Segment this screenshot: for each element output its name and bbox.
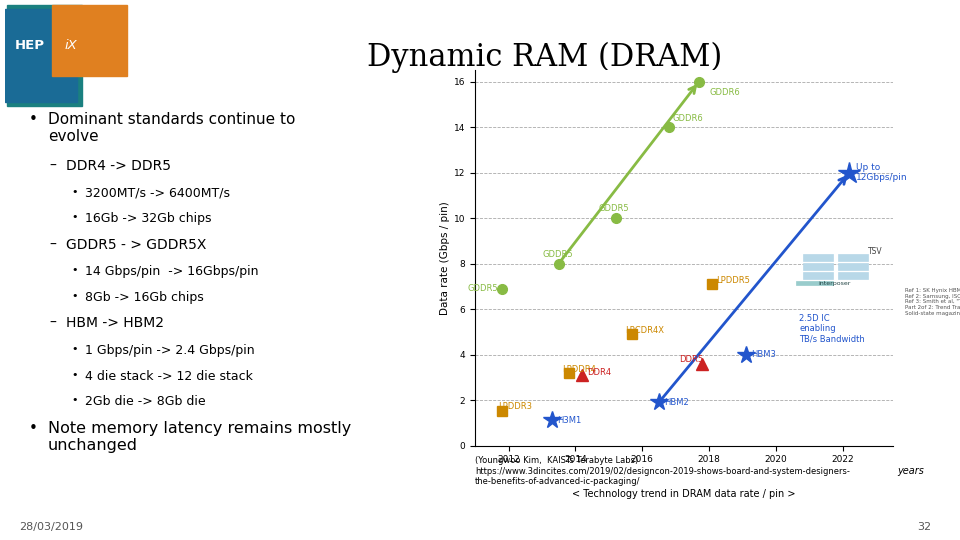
Text: (Youngwoo Kim,  KAISTs Terabyte Labs)
https://www.3dincites.com/2019/02/designco: (Youngwoo Kim, KAISTs Terabyte Labs) htt… [475, 456, 850, 486]
Bar [5, 9, 77, 102]
Text: GDDR6: GDDR6 [672, 113, 703, 123]
Text: GDDR5: GDDR5 [468, 284, 498, 293]
Text: GDDR6: GDDR6 [709, 89, 740, 97]
Text: –: – [49, 159, 56, 173]
Text: HBM -> HBM2: HBM -> HBM2 [65, 316, 163, 330]
Text: interposer: interposer [818, 281, 851, 286]
Text: TSV: TSV [868, 247, 882, 255]
Text: DDR4 -> DDR5: DDR4 -> DDR5 [65, 159, 171, 173]
Text: 3200MT/s -> 6400MT/s: 3200MT/s -> 6400MT/s [84, 187, 229, 200]
Text: •: • [71, 212, 78, 222]
Text: •: • [29, 112, 37, 126]
Text: Note memory latency remains mostly
unchanged: Note memory latency remains mostly uncha… [48, 421, 351, 453]
Text: LPDDR4: LPDDR4 [562, 364, 596, 374]
Bar [838, 254, 868, 261]
Text: years: years [897, 466, 924, 476]
Text: GDDR5: GDDR5 [599, 205, 630, 213]
Text: Up to
12Gbps/pin: Up to 12Gbps/pin [856, 163, 907, 183]
Text: LPCDR4X: LPCDR4X [626, 326, 664, 335]
Text: HBM2: HBM2 [664, 398, 688, 407]
Text: –: – [49, 238, 56, 252]
Text: 8Gb -> 16Gb chips: 8Gb -> 16Gb chips [84, 291, 204, 304]
Text: HBM3: HBM3 [751, 350, 776, 359]
Text: 14 Gbps/pin  -> 16Gbps/pin: 14 Gbps/pin -> 16Gbps/pin [84, 266, 258, 279]
Bar [838, 263, 868, 271]
Bar [803, 254, 832, 261]
Text: •: • [71, 370, 78, 380]
Text: HEP: HEP [14, 39, 45, 52]
Text: iX: iX [64, 39, 78, 52]
Text: •: • [71, 266, 78, 275]
Text: LPDDR3: LPDDR3 [498, 402, 533, 411]
X-axis label: < Technology trend in DRAM data rate / pin >: < Technology trend in DRAM data rate / p… [572, 489, 796, 499]
Text: Dynamic RAM (DRAM): Dynamic RAM (DRAM) [367, 42, 722, 73]
Text: •: • [71, 395, 78, 405]
Text: Dominant standards continue to
evolve: Dominant standards continue to evolve [48, 112, 296, 144]
Text: 2.5D IC
enabling
TB/s Bandwidth: 2.5D IC enabling TB/s Bandwidth [800, 314, 865, 343]
Text: •: • [29, 421, 37, 436]
Bar [838, 272, 868, 280]
Bar [52, 5, 127, 76]
Text: –: – [49, 316, 56, 330]
Text: 4 die stack -> 12 die stack: 4 die stack -> 12 die stack [84, 370, 252, 383]
Bar [8, 5, 83, 106]
Text: Ref 1: SK Hynix HBM Roadmap, 2018
Ref 2: Samsung, ISCA 2016
Ref 3: Smith et al, : Ref 1: SK Hynix HBM Roadmap, 2018 Ref 2:… [905, 288, 960, 316]
Bar [803, 272, 832, 280]
Text: 1 Gbps/pin -> 2.4 Gbps/pin: 1 Gbps/pin -> 2.4 Gbps/pin [84, 345, 254, 357]
Bar [803, 263, 832, 271]
Text: GDDR5: GDDR5 [542, 250, 573, 259]
Text: 28/03/2019: 28/03/2019 [19, 522, 84, 532]
Text: •: • [71, 291, 78, 301]
Bar [796, 281, 832, 285]
Text: H3M1: H3M1 [557, 416, 582, 425]
Text: GDDR5 - > GDDR5X: GDDR5 - > GDDR5X [65, 238, 206, 252]
Text: 32: 32 [917, 522, 931, 532]
Text: •: • [71, 187, 78, 197]
Text: 2Gb die -> 8Gb die: 2Gb die -> 8Gb die [84, 395, 205, 408]
Y-axis label: Data rate (Gbps / pin): Data rate (Gbps / pin) [440, 201, 450, 315]
Text: LPDDR5: LPDDR5 [716, 276, 750, 285]
Text: •: • [71, 345, 78, 354]
Text: DDR5: DDR5 [679, 355, 703, 363]
Text: DDR4: DDR4 [588, 368, 612, 377]
Text: 16Gb -> 32Gb chips: 16Gb -> 32Gb chips [84, 212, 211, 225]
